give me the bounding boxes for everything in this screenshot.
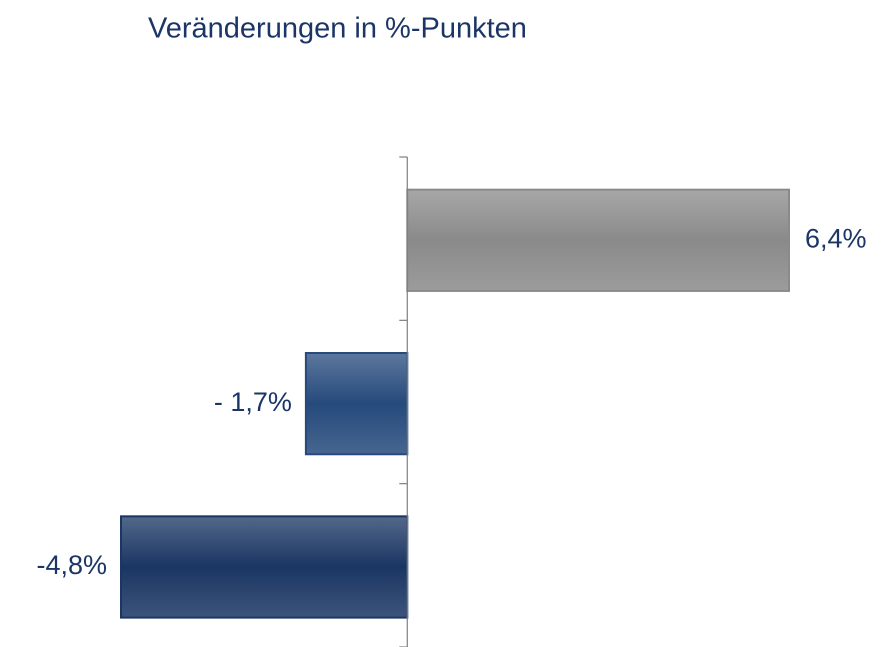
chart-title: Veränderungen in %-Punkten bbox=[148, 13, 527, 45]
bar bbox=[304, 352, 409, 456]
bar bbox=[120, 515, 409, 619]
value-label: -4,8% bbox=[36, 550, 107, 580]
value-label: 6,4% bbox=[805, 223, 867, 253]
bar bbox=[406, 188, 790, 292]
value-label: - 1,7% bbox=[214, 387, 292, 417]
